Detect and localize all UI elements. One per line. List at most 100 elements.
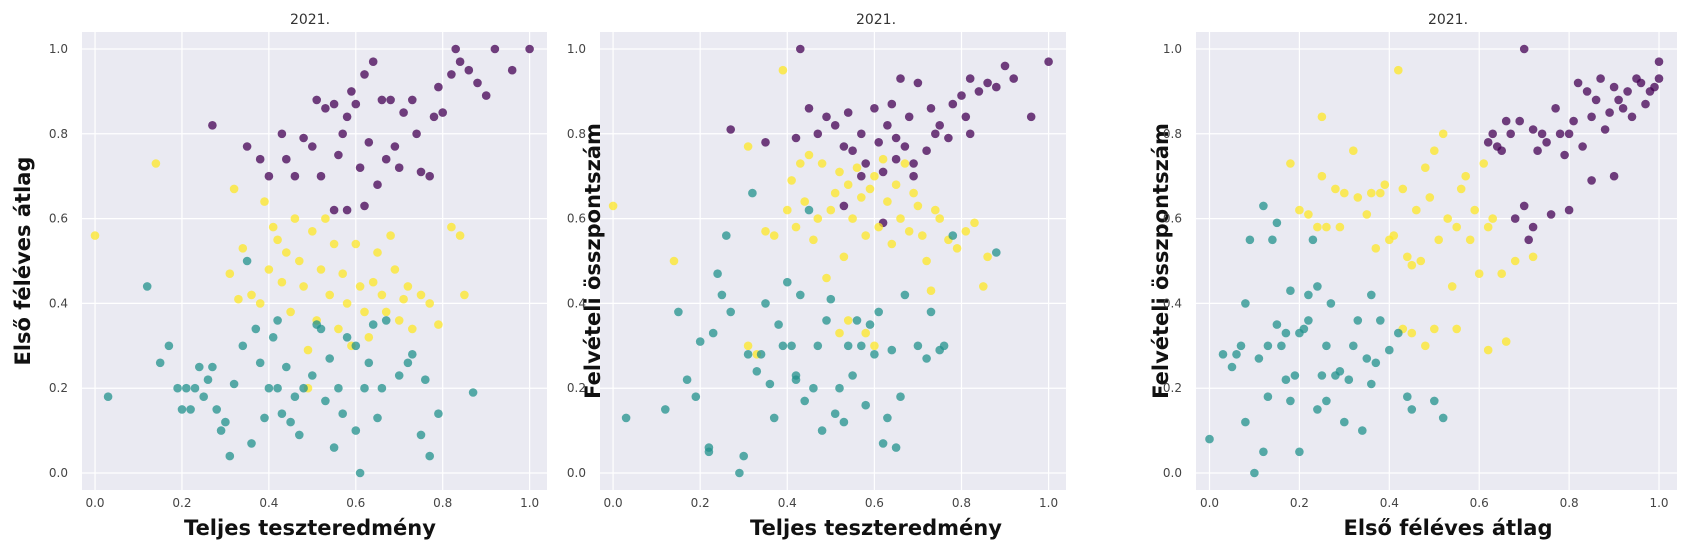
scatter-point bbox=[1353, 193, 1363, 202]
scatter-point bbox=[338, 409, 348, 419]
scatter-point bbox=[843, 316, 853, 325]
scatter-point bbox=[1286, 286, 1295, 296]
scatter-point bbox=[839, 201, 849, 211]
scatter-point bbox=[1385, 345, 1394, 355]
scatter-point bbox=[1340, 188, 1349, 198]
scatter-point bbox=[334, 150, 343, 160]
scatter-point bbox=[416, 290, 426, 300]
scatter-point bbox=[1447, 282, 1457, 291]
scatter-point bbox=[325, 290, 335, 300]
scatter-point bbox=[909, 171, 918, 181]
scatter-point bbox=[525, 44, 534, 54]
scatter-point bbox=[1367, 188, 1376, 198]
scatter-point bbox=[334, 383, 343, 393]
scatter-point bbox=[878, 167, 888, 177]
scatter-point bbox=[1000, 61, 1010, 71]
scatter-point bbox=[1349, 146, 1358, 155]
scatter-point bbox=[830, 409, 840, 419]
scatter-point bbox=[290, 214, 300, 223]
scatter-point bbox=[1407, 260, 1417, 270]
scatter-point bbox=[913, 78, 923, 88]
scatter-point bbox=[295, 256, 304, 266]
scatter-point bbox=[1403, 252, 1412, 262]
scatter-point bbox=[796, 159, 805, 168]
scatter-point bbox=[403, 358, 413, 368]
scatter-point bbox=[1501, 337, 1511, 346]
panel-3-title: 2021. bbox=[1428, 12, 1468, 28]
scatter-point bbox=[1479, 159, 1488, 168]
scatter-point bbox=[212, 405, 221, 414]
scatter-point bbox=[1304, 290, 1313, 300]
scatter-point bbox=[1353, 316, 1363, 325]
scatter-point bbox=[1398, 184, 1408, 194]
x-tick-label: 0.8 bbox=[1560, 496, 1579, 510]
scatter-point bbox=[1582, 87, 1592, 96]
scatter-point bbox=[822, 273, 831, 283]
scatter-point bbox=[935, 214, 944, 223]
scatter-point bbox=[717, 290, 727, 300]
scatter-point bbox=[455, 231, 465, 240]
scatter-point bbox=[1304, 210, 1313, 219]
scatter-point bbox=[1245, 235, 1255, 245]
scatter-point bbox=[451, 44, 461, 54]
scatter-point bbox=[822, 316, 831, 325]
x-tick-label: 0.6 bbox=[1470, 496, 1489, 510]
scatter-point bbox=[1044, 57, 1053, 66]
scatter-point bbox=[355, 163, 365, 172]
scatter-point bbox=[1430, 396, 1439, 406]
scatter-point bbox=[173, 383, 182, 393]
scatter-point bbox=[351, 99, 361, 109]
scatter-point bbox=[922, 256, 931, 266]
scatter-point bbox=[735, 468, 744, 478]
x-tick-label: 0.2 bbox=[172, 496, 191, 510]
scatter-point bbox=[878, 154, 888, 164]
scatter-point bbox=[199, 392, 208, 402]
scatter-point bbox=[752, 367, 762, 376]
scatter-point bbox=[909, 188, 918, 198]
scatter-point bbox=[299, 133, 308, 143]
scatter-point bbox=[1295, 205, 1304, 215]
scatter-point bbox=[891, 133, 901, 143]
scatter-point bbox=[1515, 116, 1524, 126]
scatter-point bbox=[857, 171, 866, 181]
scatter-point bbox=[970, 218, 979, 228]
scatter-point bbox=[255, 299, 265, 308]
scatter-point bbox=[1367, 290, 1376, 300]
scatter-point bbox=[286, 307, 295, 317]
scatter-point bbox=[1605, 108, 1614, 117]
scatter-point bbox=[221, 417, 230, 427]
scatter-point bbox=[1587, 176, 1596, 185]
scatter-point bbox=[1376, 188, 1385, 198]
scatter-point bbox=[861, 159, 870, 168]
scatter-point bbox=[342, 299, 352, 308]
scatter-point bbox=[1609, 171, 1619, 181]
scatter-point bbox=[1326, 299, 1336, 308]
scatter-point bbox=[796, 290, 805, 300]
scatter-point bbox=[394, 163, 404, 172]
scatter-point bbox=[247, 439, 256, 448]
scatter-point bbox=[817, 159, 827, 168]
scatter-point bbox=[347, 87, 356, 96]
scatter-point bbox=[756, 350, 766, 359]
y-tick-label: 0.4 bbox=[567, 296, 586, 310]
scatter-point bbox=[904, 112, 914, 122]
scatter-point bbox=[373, 413, 382, 423]
panel-1: 2021. Teljes teszteredmény Első féléves … bbox=[11, 12, 547, 540]
scatter-point bbox=[408, 95, 417, 105]
scatter-point bbox=[926, 104, 936, 113]
scatter-point bbox=[308, 371, 317, 380]
scatter-point bbox=[1367, 379, 1376, 389]
scatter-point bbox=[870, 171, 879, 181]
scatter-point bbox=[277, 277, 287, 287]
scatter-point bbox=[425, 171, 435, 181]
scatter-point bbox=[835, 328, 844, 338]
scatter-point bbox=[787, 176, 796, 185]
scatter-point bbox=[1272, 320, 1282, 329]
scatter-point bbox=[1497, 146, 1506, 155]
scatter-point bbox=[826, 294, 836, 304]
scatter-point bbox=[739, 451, 748, 461]
scatter-point bbox=[373, 180, 382, 189]
panel-1-title: 2021. bbox=[290, 12, 330, 28]
scatter-point bbox=[1407, 405, 1417, 414]
scatter-point bbox=[1322, 396, 1331, 406]
